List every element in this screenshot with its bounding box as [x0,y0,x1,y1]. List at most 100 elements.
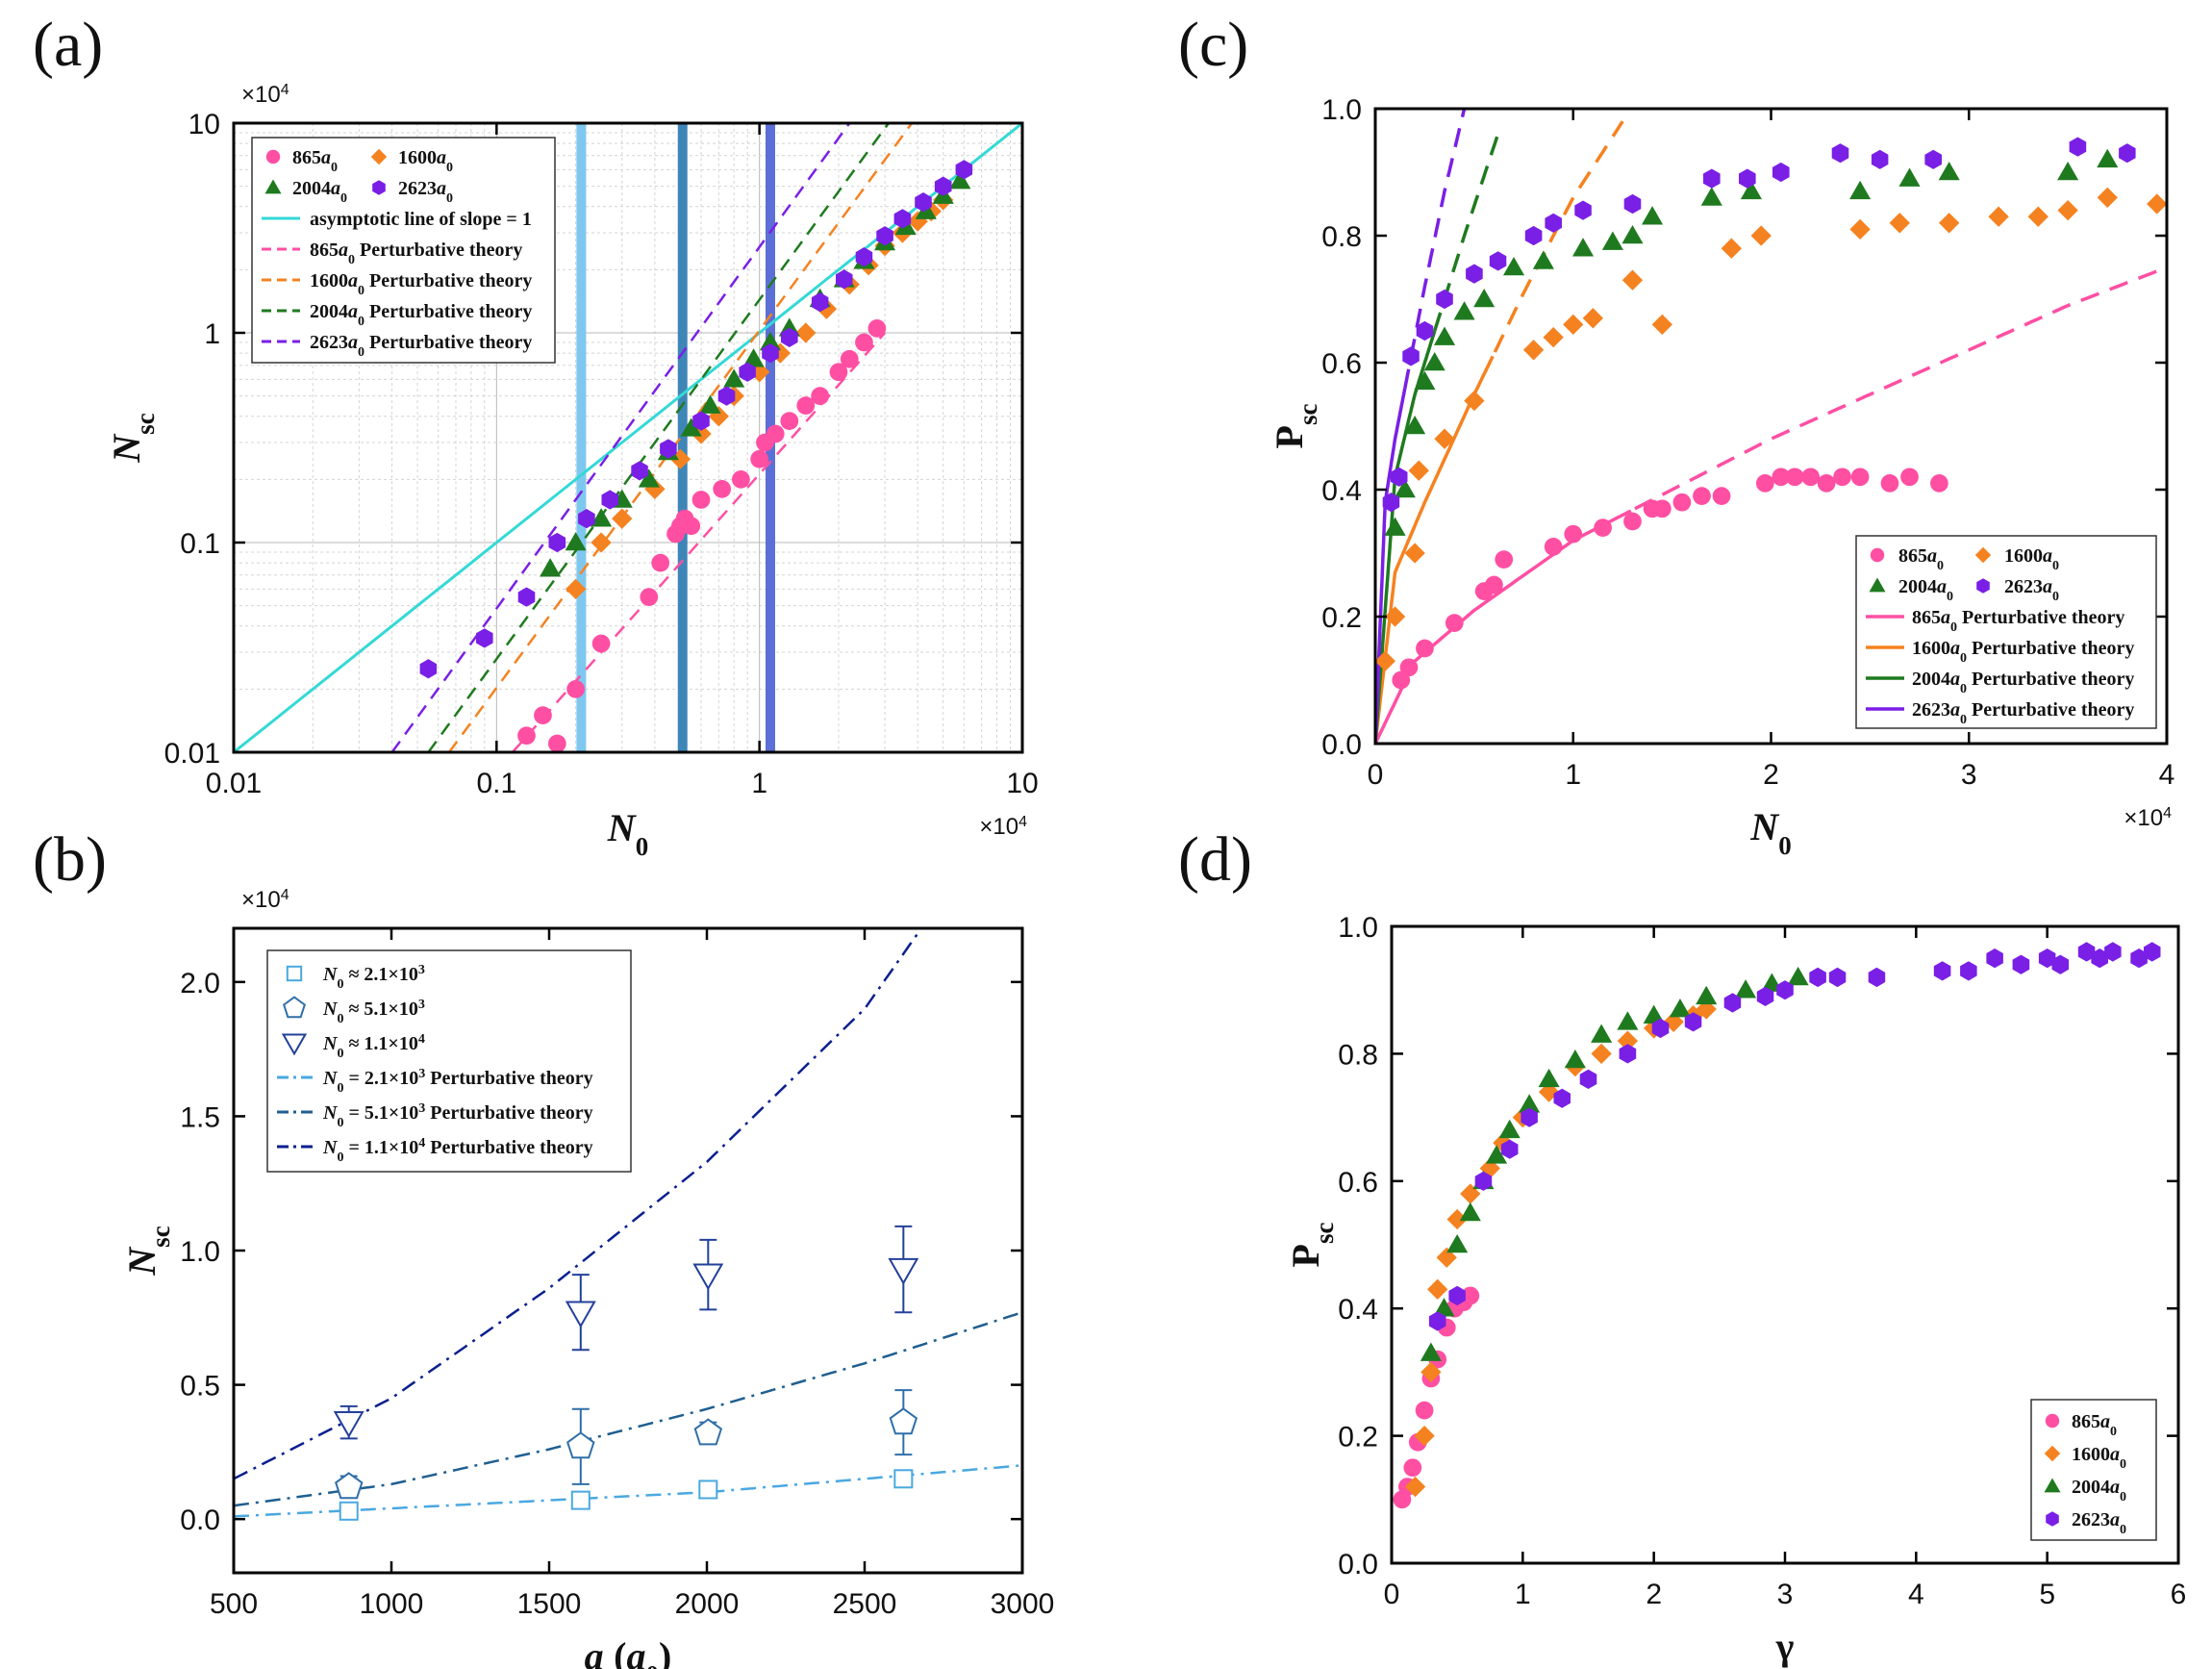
x-tick-label: 0.1 [476,768,516,799]
data-point [682,517,701,536]
text-part: 0 [337,1047,343,1061]
text-part: ≈ 5.1×10 [343,999,417,1020]
panel-c: (c)0 1 2 3 40.00.20.40.60.81.0×104N0Psc865a0… [1178,10,2174,860]
text-part: 4 [1018,814,1027,830]
data-point [1390,467,1408,487]
text-part: 1600 [2004,545,2043,567]
data-point [1479,1157,1500,1179]
data-point [699,394,721,414]
data-point [517,587,536,607]
data-point [1889,213,1910,234]
data-point [1415,1401,1434,1420]
legend-label: N0 = 5.1×103 Perturbative theory [322,1101,593,1130]
data-point [1474,1171,1493,1191]
legend-marker [2046,1511,2059,1527]
legend-marker [1869,577,1886,593]
data-point [811,387,830,405]
text-part: 0 [1960,713,1967,727]
panel-label: (a) [33,10,103,80]
text-part: P [1268,425,1311,448]
text-part: Perturbative theory [1967,669,2134,690]
data-point [1787,966,1809,986]
data-point [2027,206,2049,227]
series-n0-2-1-10-3 [339,1469,914,1521]
data-point [1420,1361,1442,1383]
text-part: 0 [358,315,364,329]
data-point [867,319,887,338]
text-part: 0 [340,191,347,206]
text-part: N [322,964,339,985]
data-point [1486,1145,1508,1164]
text-part: 865 [292,147,321,168]
y-tick-label: 1.0 [180,1236,220,1268]
legend-label: 2004a0 Perturbative theory [310,301,532,329]
data-point [591,634,611,653]
data-point [855,333,873,352]
text-part: a [1950,638,1960,659]
legend-marker [2045,1413,2060,1429]
data-point [1735,979,1757,999]
data-point [1684,1012,1702,1032]
text-part: 2623 [2072,1509,2110,1530]
legend-label: 865a0 [292,147,338,175]
plot-area [234,928,1022,1521]
data-point [2104,942,2122,962]
data-point [717,386,736,406]
text-part: ≈ 1.1×10 [343,1033,417,1054]
text-part: s [604,1660,615,1669]
text-part: N [607,806,638,849]
data-point [1446,1233,1469,1253]
legend-marker [370,148,388,165]
data-point [1448,1285,1466,1306]
legend-label: 1600a0 Perturbative theory [310,270,532,298]
text-part: 1600 [310,270,348,291]
text-part: a [585,1634,604,1669]
data-point [1500,1139,1519,1159]
data-point [1933,961,1951,981]
text-part: γ [1775,1625,1795,1668]
data-point [762,343,779,364]
data-point [1502,256,1525,276]
y-axis-title: Nsc [120,1226,175,1276]
data-point [1651,314,1672,336]
legend-marker [1976,578,1990,594]
data-point [570,1490,591,1510]
data-point [1384,517,1406,536]
legend-marker [2044,1478,2061,1493]
text-part: Perturbative theory [364,332,532,353]
text-part: 3 [418,998,425,1012]
vertical-band-2 [677,123,688,752]
data-point [732,470,750,489]
data-point [1642,206,1664,225]
data-point [1399,658,1419,677]
text-part: 1600 [2072,1444,2110,1465]
text-part: sc [1310,1223,1339,1245]
data-point [723,368,745,388]
data-point [565,1301,596,1328]
legend-label: N0 ≈ 5.1×103 [322,998,425,1026]
text-part: 0 [1960,682,1967,696]
data-point [1772,468,1791,487]
data-point [934,176,952,196]
text-part: asymptotic line of slope = 1 [310,209,532,230]
x-axis-title: N0 [1749,805,1791,860]
text-part: ) [659,1634,671,1669]
panel-label: (d) [1178,824,1252,895]
data-point [2077,942,2096,962]
data-point [566,1431,595,1459]
data-point [1582,308,1603,329]
data-point [1591,1024,1613,1043]
y-multiplier: ×104 [241,82,289,109]
data-point [713,479,732,498]
text-part: 4 [418,1032,425,1047]
legend-label: 865a0 Perturbative theory [1912,607,2124,635]
text-part: a [1950,669,1960,690]
data-point [698,1479,718,1500]
text-part: N [322,1033,339,1054]
text-part: 0 [331,161,338,175]
data-point [1579,1069,1597,1089]
legend-label: N0 ≈ 2.1×103 [322,963,425,992]
legend-label: 2004a0 Perturbative theory [1912,669,2134,696]
